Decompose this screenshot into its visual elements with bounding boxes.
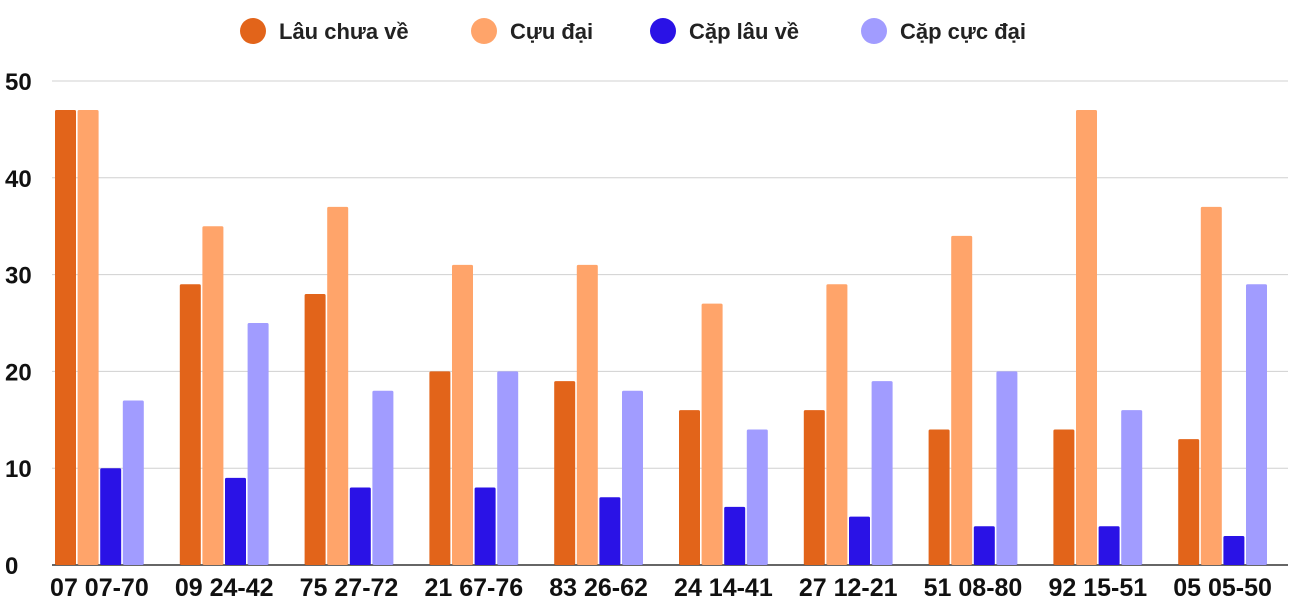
- bar-cuu-dai-0: [77, 110, 99, 565]
- bars: [55, 110, 1267, 565]
- x-category-label: 75 27-72: [300, 574, 399, 600]
- bar-cuu-dai-7: [951, 235, 973, 565]
- legend-swatch: [650, 18, 676, 44]
- bar-cap-lau-ve-6: [849, 516, 870, 565]
- x-category-label: 09 24-42: [175, 574, 274, 600]
- bar-cuu-dai-5: [701, 303, 723, 565]
- legend-swatch: [240, 18, 266, 44]
- bar-cap-lau-ve-3: [474, 487, 496, 565]
- bar-lau-chua-ve-1: [179, 284, 201, 565]
- bar-lau-chua-ve-6: [803, 410, 825, 565]
- bar-cap-cuc-dai-9: [1246, 284, 1267, 565]
- bar-cap-cuc-dai-8: [1121, 410, 1143, 565]
- y-tick-label: 30: [5, 263, 32, 290]
- x-axis: 07 07-70 09 24-42 75 27-72 21 67-76 83 26-62…: [50, 574, 1272, 600]
- bar-cuu-dai-1: [202, 226, 224, 565]
- bar-cuu-dai-8: [1076, 110, 1097, 565]
- legend-swatch: [471, 18, 497, 44]
- y-tick-label: 10: [5, 456, 32, 483]
- bar-cuu-dai-9: [1200, 206, 1222, 565]
- bar-lau-chua-ve-7: [928, 429, 950, 565]
- x-category-label: 24 14-41: [674, 574, 773, 600]
- bar-lau-chua-ve-3: [429, 371, 451, 565]
- bar-lau-chua-ve-2: [304, 293, 326, 565]
- bar-lau-chua-ve-9: [1178, 439, 1200, 565]
- bar-cap-lau-ve-7: [973, 526, 995, 565]
- bar-cuu-dai-6: [826, 284, 848, 565]
- bar-cap-lau-ve-0: [100, 468, 122, 565]
- bar-cap-cuc-dai-7: [996, 371, 1018, 565]
- legend-label: Cựu đại: [510, 19, 593, 44]
- x-category-label: 07 07-70: [50, 574, 149, 600]
- legend-item-cuu-dai: Cựu đại: [471, 18, 593, 44]
- bar-lau-chua-ve-0: [55, 110, 76, 565]
- bar-cap-lau-ve-8: [1098, 526, 1120, 565]
- x-category-label: 83 26-62: [549, 574, 648, 600]
- bar-cap-cuc-dai-6: [871, 381, 893, 565]
- bar-cap-cuc-dai-1: [247, 323, 269, 565]
- legend-item-lau-chua-ve: Lâu chưa về: [240, 18, 409, 44]
- legend-item-cap-cuc-dai: Cặp cực đại: [861, 18, 1026, 44]
- bar-cap-cuc-dai-3: [497, 371, 519, 565]
- bar-cap-lau-ve-9: [1223, 535, 1245, 565]
- legend-item-cap-lau-ve: Cặp lâu về: [650, 18, 799, 44]
- x-category-label: 92 15-51: [1048, 574, 1147, 600]
- bar-cap-lau-ve-4: [599, 497, 621, 565]
- y-tick-label: 0: [5, 553, 18, 580]
- legend-label: Cặp cực đại: [900, 19, 1026, 44]
- bar-cap-cuc-dai-2: [372, 390, 394, 565]
- bar-lau-chua-ve-5: [679, 410, 700, 565]
- legend-label: Lâu chưa về: [279, 19, 409, 44]
- bar-cuu-dai-4: [576, 264, 598, 565]
- y-tick-label: 40: [5, 166, 32, 193]
- x-category-label: 05 05-50: [1173, 574, 1272, 600]
- bar-cap-lau-ve-5: [724, 506, 746, 565]
- bar-lau-chua-ve-4: [554, 381, 576, 565]
- y-tick-label: 20: [5, 359, 32, 386]
- x-category-label: 27 12-21: [799, 574, 898, 600]
- bar-cap-lau-ve-1: [225, 477, 246, 565]
- y-tick-label: 50: [5, 69, 32, 96]
- bar-lau-chua-ve-8: [1053, 429, 1075, 565]
- x-category-label: 51 08-80: [924, 574, 1023, 600]
- bar-cap-lau-ve-2: [349, 487, 371, 565]
- bar-cap-cuc-dai-4: [622, 390, 643, 565]
- bar-cap-cuc-dai-5: [746, 429, 768, 565]
- x-category-label: 21 67-76: [424, 574, 523, 600]
- y-axis: 0 10 20 30 40 50: [5, 69, 32, 580]
- bar-cap-cuc-dai-0: [122, 400, 144, 565]
- legend-swatch: [861, 18, 887, 44]
- bar-cuu-dai-2: [327, 206, 349, 565]
- bar-cuu-dai-3: [452, 264, 473, 565]
- legend: Lâu chưa về Cựu đại Cặp lâu về Cặp cực đại: [240, 18, 1026, 44]
- legend-label: Cặp lâu về: [689, 19, 799, 44]
